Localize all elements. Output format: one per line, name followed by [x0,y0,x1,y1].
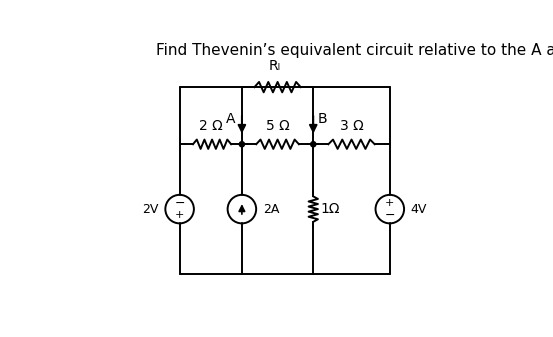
Text: −: − [384,209,395,222]
Circle shape [239,142,244,147]
Text: 2A: 2A [263,203,279,216]
Text: −: − [174,196,185,210]
Text: 2V: 2V [143,203,159,216]
Text: +: + [175,210,184,220]
Text: 1Ω: 1Ω [321,202,340,216]
Text: Rₗ: Rₗ [269,59,281,73]
Text: +: + [385,198,394,208]
Text: 2 Ω: 2 Ω [199,119,223,132]
Text: 5 Ω: 5 Ω [265,119,289,132]
Circle shape [311,142,316,147]
Text: 4V: 4V [410,203,427,216]
Text: A: A [226,112,236,126]
Text: Find Thevenin’s equivalent circuit relative to the A and B terminals.: Find Thevenin’s equivalent circuit relat… [156,43,553,58]
Text: 3 Ω: 3 Ω [340,119,363,132]
Text: B: B [318,112,327,126]
